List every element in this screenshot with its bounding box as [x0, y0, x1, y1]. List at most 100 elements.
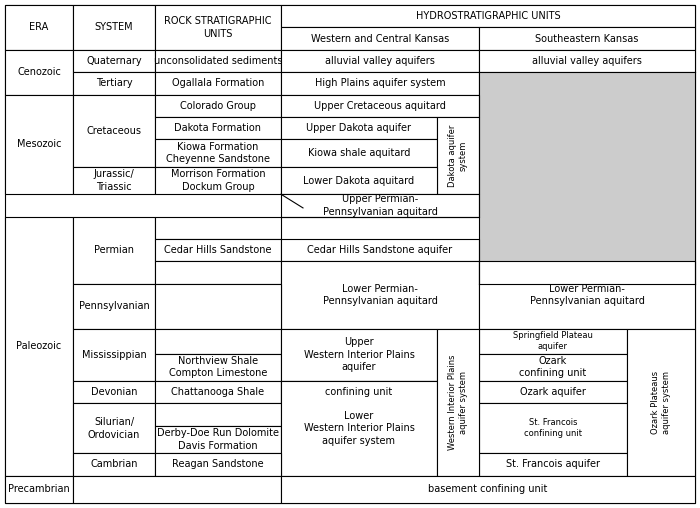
- Bar: [155, 216, 281, 239]
- Text: Lower Dakota aquitard: Lower Dakota aquitard: [303, 176, 414, 185]
- Bar: [479, 381, 627, 403]
- Text: Ozark aquifer: Ozark aquifer: [520, 387, 586, 397]
- Bar: [73, 167, 155, 194]
- Bar: [479, 27, 695, 50]
- Bar: [73, 5, 155, 50]
- Text: SYSTEM: SYSTEM: [94, 22, 133, 33]
- Text: Silurian/
Ordovician: Silurian/ Ordovician: [88, 417, 140, 439]
- Bar: [155, 426, 281, 453]
- Text: Cenozoic: Cenozoic: [17, 67, 61, 77]
- Bar: [281, 381, 437, 403]
- Bar: [479, 72, 695, 284]
- Text: unconsolidated sediments: unconsolidated sediments: [154, 56, 282, 66]
- Text: High Plains aquifer system: High Plains aquifer system: [315, 78, 445, 88]
- Bar: [5, 475, 73, 503]
- Text: Lower Permian-
Pennsylvanian aquitard: Lower Permian- Pennsylvanian aquitard: [323, 284, 438, 306]
- Bar: [281, 194, 479, 216]
- Text: Paleozoic: Paleozoic: [16, 341, 62, 351]
- Bar: [73, 329, 155, 381]
- Bar: [281, 167, 437, 194]
- Bar: [73, 381, 155, 403]
- Bar: [73, 216, 155, 284]
- Text: ROCK STRATIGRAPHIC
UNITS: ROCK STRATIGRAPHIC UNITS: [164, 16, 272, 39]
- Bar: [155, 167, 281, 194]
- Bar: [281, 72, 479, 94]
- Bar: [155, 140, 281, 167]
- Text: Upper Permian-
Pennsylvanian aquitard: Upper Permian- Pennsylvanian aquitard: [323, 194, 438, 216]
- Bar: [73, 453, 155, 475]
- Text: alluvial valley aquifers: alluvial valley aquifers: [325, 56, 435, 66]
- Text: St. Francois aquifer: St. Francois aquifer: [506, 459, 600, 469]
- Text: Derby-Doe Run Dolomite
Davis Formation: Derby-Doe Run Dolomite Davis Formation: [157, 428, 279, 451]
- Bar: [479, 453, 627, 475]
- Text: Cambrian: Cambrian: [90, 459, 138, 469]
- Text: Ozark
confining unit: Ozark confining unit: [519, 356, 587, 378]
- Bar: [155, 329, 281, 354]
- Text: Mississippian: Mississippian: [82, 350, 146, 360]
- Text: Precambrian: Precambrian: [8, 484, 70, 494]
- Bar: [479, 354, 627, 381]
- Bar: [281, 329, 437, 381]
- Text: Cedar Hills Sandstone aquifer: Cedar Hills Sandstone aquifer: [307, 245, 453, 255]
- Text: Ogallala Formation: Ogallala Formation: [172, 78, 264, 88]
- Bar: [5, 216, 73, 475]
- Text: confining unit: confining unit: [326, 387, 393, 397]
- Text: Cedar Hills Sandstone: Cedar Hills Sandstone: [164, 245, 272, 255]
- Bar: [281, 475, 695, 503]
- Bar: [479, 329, 627, 354]
- Text: Kiowa shale aquitard: Kiowa shale aquitard: [308, 148, 410, 158]
- Bar: [281, 27, 479, 50]
- Text: alluvial valley aquifers: alluvial valley aquifers: [532, 56, 642, 66]
- Bar: [73, 475, 281, 503]
- Text: Permian: Permian: [94, 245, 134, 255]
- Bar: [155, 354, 281, 381]
- Text: Quaternary: Quaternary: [86, 56, 142, 66]
- Bar: [437, 329, 479, 475]
- Text: Lower Permian-
Pennsylvanian aquitard: Lower Permian- Pennsylvanian aquitard: [530, 284, 645, 306]
- Bar: [281, 117, 437, 140]
- Bar: [73, 284, 155, 329]
- Text: Mesozoic: Mesozoic: [17, 139, 62, 149]
- Text: Reagan Sandstone: Reagan Sandstone: [172, 459, 264, 469]
- Text: ERA: ERA: [29, 22, 48, 33]
- Text: Lower
Western Interior Plains
aquifer system: Lower Western Interior Plains aquifer sy…: [304, 411, 414, 446]
- Text: Upper Dakota aquifer: Upper Dakota aquifer: [307, 123, 412, 133]
- Bar: [5, 94, 73, 194]
- Bar: [479, 403, 627, 453]
- Bar: [5, 5, 73, 50]
- Text: Upper Cretaceous aquitard: Upper Cretaceous aquitard: [314, 101, 446, 111]
- Bar: [73, 72, 155, 94]
- Text: Springfield Plateau
aquifer: Springfield Plateau aquifer: [513, 331, 593, 351]
- Text: Ozark Plateaus
aquifer system: Ozark Plateaus aquifer system: [651, 371, 671, 434]
- Text: St. Francois
confining unit: St. Francois confining unit: [524, 418, 582, 438]
- Bar: [281, 262, 479, 329]
- Text: Western and Central Kansas: Western and Central Kansas: [311, 34, 449, 44]
- Bar: [5, 50, 73, 94]
- Bar: [155, 94, 281, 117]
- Text: Western Interior Plains
aquifer system: Western Interior Plains aquifer system: [448, 355, 468, 450]
- Text: basement confining unit: basement confining unit: [428, 484, 547, 494]
- Bar: [73, 50, 155, 72]
- Text: Kiowa Formation
Cheyenne Sandstone: Kiowa Formation Cheyenne Sandstone: [166, 142, 270, 165]
- Bar: [281, 381, 437, 475]
- Bar: [73, 94, 155, 167]
- Text: Northview Shale
Compton Limestone: Northview Shale Compton Limestone: [169, 356, 267, 378]
- Text: Chattanooga Shale: Chattanooga Shale: [172, 387, 265, 397]
- Text: Dakota Formation: Dakota Formation: [174, 123, 262, 133]
- Text: HYDROSTRATIGRAPHIC UNITS: HYDROSTRATIGRAPHIC UNITS: [416, 11, 560, 21]
- Text: Pennsylvanian: Pennsylvanian: [78, 301, 149, 311]
- Text: Jurassic/
Triassic: Jurassic/ Triassic: [94, 169, 134, 192]
- Text: Cretaceous: Cretaceous: [87, 126, 141, 136]
- Bar: [155, 262, 281, 284]
- Text: Colorado Group: Colorado Group: [180, 101, 256, 111]
- Text: Devonian: Devonian: [91, 387, 137, 397]
- Text: Southeastern Kansas: Southeastern Kansas: [536, 34, 638, 44]
- Bar: [73, 403, 155, 453]
- Text: Upper
Western Interior Plains
aquifer: Upper Western Interior Plains aquifer: [304, 337, 414, 372]
- Bar: [155, 117, 281, 140]
- Text: Tertiary: Tertiary: [96, 78, 132, 88]
- Bar: [155, 50, 281, 72]
- Bar: [155, 5, 281, 50]
- Text: Morrison Formation
Dockum Group: Morrison Formation Dockum Group: [171, 169, 265, 192]
- Bar: [155, 381, 281, 403]
